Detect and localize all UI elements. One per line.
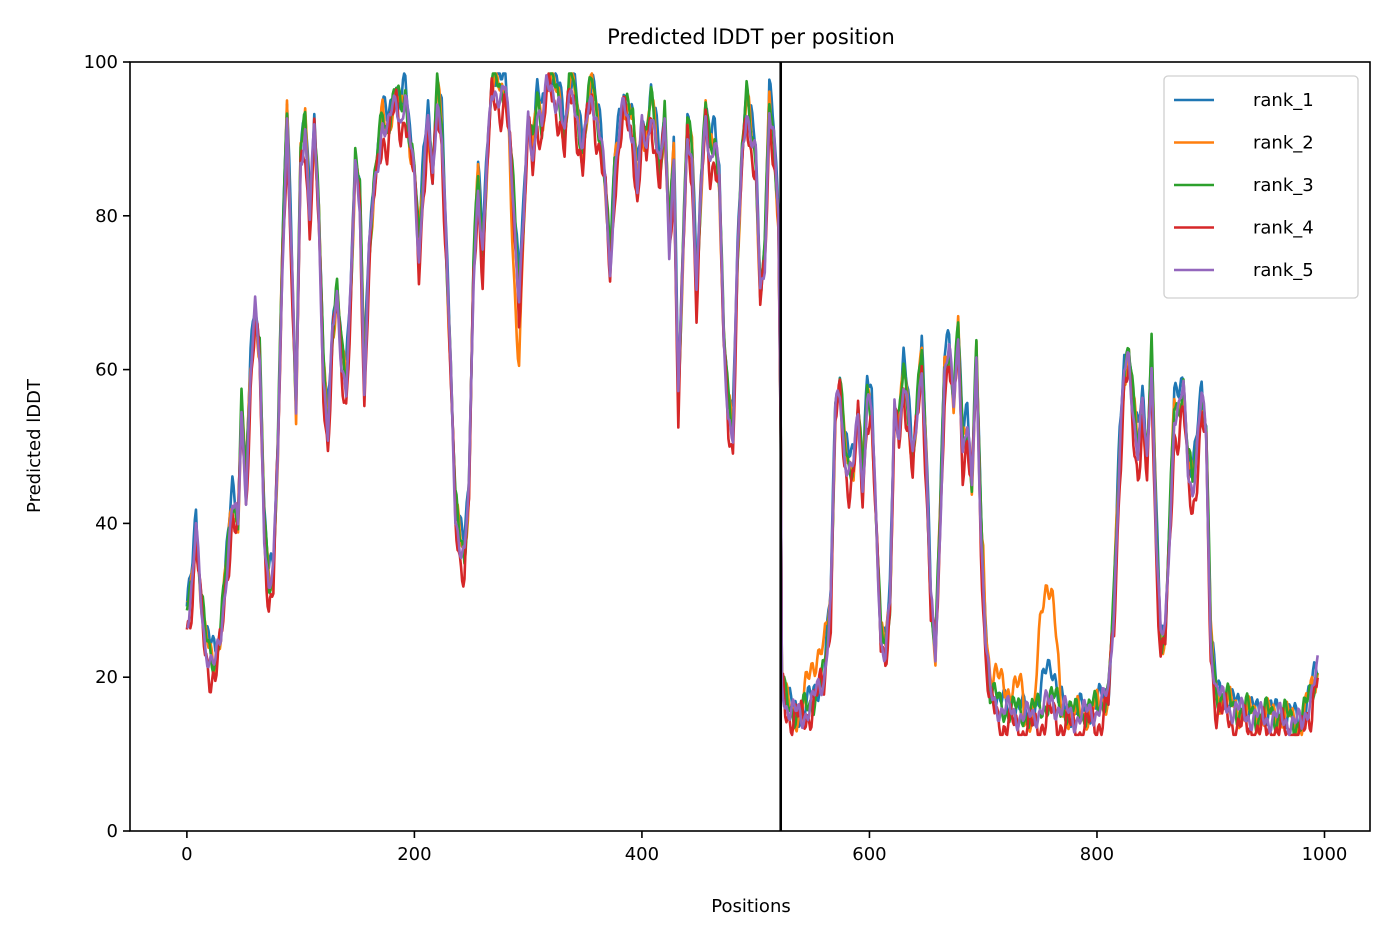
x-tick-label: 800 <box>1080 844 1114 865</box>
legend-box <box>1163 75 1359 299</box>
y-tick-label: 0 <box>107 821 118 842</box>
x-axis-label: Positions <box>711 896 790 917</box>
plot-area <box>129 61 1371 832</box>
legend-entry: rank_1 <box>1174 90 1314 111</box>
legend-label: rank_2 <box>1253 133 1314 154</box>
legend-label: rank_5 <box>1253 260 1314 281</box>
legend-label: rank_4 <box>1253 218 1314 239</box>
y-axis-label: Predicted lDDT <box>24 378 45 513</box>
x-tick-label: 600 <box>852 844 886 865</box>
legend-entry: rank_2 <box>1174 133 1314 154</box>
x-tick-label: 400 <box>625 844 659 865</box>
x-axis: 0 200 400 600 800 1000 <box>181 831 1347 865</box>
y-axis: 0 20 40 60 80 100 <box>84 52 130 842</box>
chart-title: Predicted lDDT per position <box>607 25 895 49</box>
x-tick-label: 1000 <box>1302 844 1348 865</box>
x-tick-label: 0 <box>181 844 192 865</box>
y-tick-label: 40 <box>95 513 118 534</box>
y-tick-label: 80 <box>95 206 118 227</box>
series-lines <box>185 72 1319 737</box>
legend-entry: rank_3 <box>1174 175 1314 196</box>
legend-label: rank_3 <box>1253 175 1314 196</box>
y-tick-label: 20 <box>95 667 118 688</box>
plot-frame <box>129 61 1371 832</box>
y-tick-label: 100 <box>84 52 118 73</box>
legend-entry: rank_5 <box>1174 260 1314 281</box>
series-line-rank_5 <box>186 73 1319 737</box>
y-tick-label: 60 <box>95 360 118 381</box>
legend-label: rank_1 <box>1253 90 1314 111</box>
legend-entry: rank_4 <box>1174 218 1314 239</box>
x-tick-label: 200 <box>397 844 431 865</box>
legend: rank_1 rank_2 rank_3 rank_4 rank_5 <box>1163 75 1359 299</box>
